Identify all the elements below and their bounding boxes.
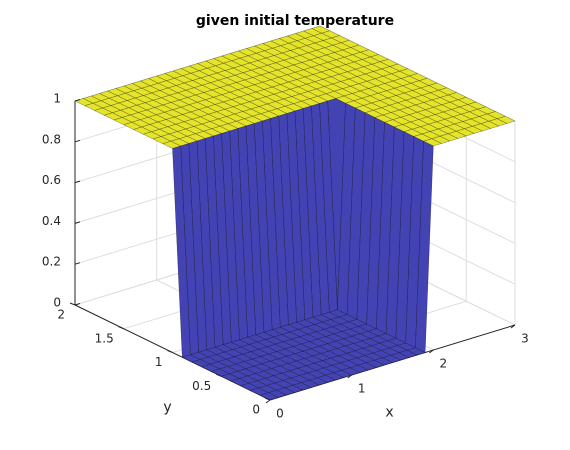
y-tick-label: 1.5 [95,331,114,345]
y-tick-label: 0.5 [192,379,211,393]
surface-patch [259,392,279,401]
tick-mark [74,303,81,306]
tick-mark [429,349,434,354]
tick-mark [74,221,81,224]
z-tick-label: 0.2 [42,255,61,269]
tick-mark [74,262,81,265]
tick-mark [347,374,352,379]
x-tick-label: 2 [440,357,448,371]
tick-mark [69,302,76,306]
z-tick-label: 0.8 [42,132,61,146]
z-tick-label: 0 [53,296,61,310]
z-tick-label: 0.6 [42,173,61,187]
tick-mark [264,397,271,401]
tick-mark [118,326,124,330]
tick-mark [265,399,271,404]
x-tick-label: 0 [276,407,284,421]
tick-mark [510,324,516,329]
tick-mark [74,180,81,184]
y-tick-label: 1 [155,355,163,369]
tick-mark [216,373,222,377]
tick-mark [74,139,81,143]
x-axis-label: x [385,405,393,421]
y-axis-label: y [163,400,171,416]
tick-mark [74,99,81,102]
y-tick-label: 0 [252,403,260,417]
y-tick-label: 2 [57,308,65,322]
z-tick-label: 1 [53,92,61,106]
x-tick-label: 3 [521,332,529,346]
x-tick-label: 1 [358,382,366,396]
tick-mark [167,350,173,353]
z-tick-label: 0.4 [42,214,61,228]
chart-title: given initial temperature [196,13,394,29]
